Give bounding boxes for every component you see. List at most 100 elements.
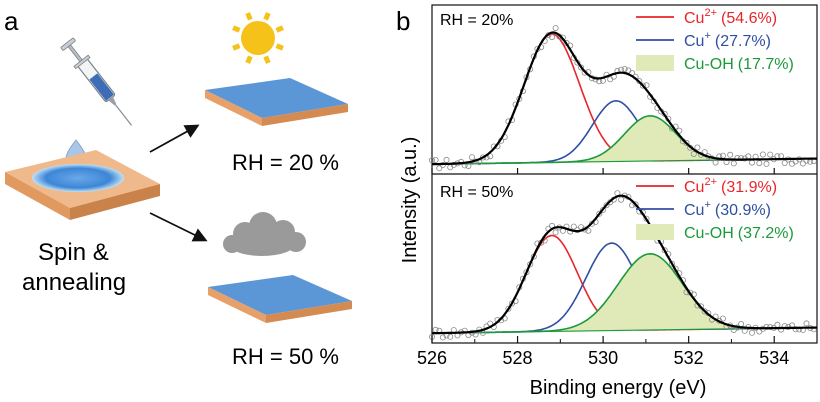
data-point <box>730 160 737 167</box>
sun-ray <box>245 12 253 21</box>
data-point <box>465 162 472 169</box>
data-point <box>570 223 577 230</box>
data-point <box>629 202 636 209</box>
data-point <box>690 150 697 157</box>
x-tick-label: 534 <box>759 348 789 368</box>
data-point <box>599 206 606 213</box>
legend-entry: Cu+ (30.9%) <box>684 199 771 219</box>
data-point <box>618 196 625 203</box>
precursor-puddle <box>32 164 124 192</box>
x-tick-label: 526 <box>417 348 447 368</box>
legend-entry: Cu+ (27.7%) <box>684 30 771 50</box>
data-point <box>803 320 810 327</box>
y-axis-label: Intensity (a.u.) <box>399 137 421 264</box>
data-point <box>763 323 770 330</box>
data-point <box>552 25 559 32</box>
x-tick-label: 530 <box>588 348 618 368</box>
data-point <box>701 308 708 315</box>
legend-entry: Cu-OH (37.2%) <box>684 225 794 242</box>
data-point <box>578 64 585 71</box>
data-point <box>621 66 628 73</box>
subplot-rh50 <box>428 190 818 341</box>
data-point <box>727 151 734 158</box>
legend-entry: Cu-OH (17.7%) <box>684 56 794 73</box>
legend-swatch <box>636 55 674 71</box>
legend-entry: Cu2+ (31.9%) <box>684 176 777 196</box>
x-axis-label: Binding energy (eV) <box>530 377 707 399</box>
subplot-rh20 <box>428 25 818 172</box>
sun-ray <box>232 25 241 33</box>
data-point <box>683 139 690 146</box>
data-point <box>607 76 614 83</box>
data-point <box>450 161 457 168</box>
peak-fill-cu-oh <box>432 253 817 334</box>
legend-swatch <box>636 224 674 240</box>
data-point <box>443 156 450 163</box>
film-rh20 <box>205 78 348 126</box>
data-point <box>468 154 475 161</box>
sun-ray <box>275 25 284 33</box>
x-axis-ticks: 526 528 530 532 534 <box>417 168 789 368</box>
data-point <box>439 334 446 341</box>
cloud-icon <box>223 212 306 256</box>
syringe-icon <box>60 37 133 126</box>
envelope-curve <box>432 194 818 335</box>
sun-ray <box>263 12 271 21</box>
sub-title-rh50: RH = 50% <box>440 184 513 201</box>
data-point <box>432 156 439 163</box>
data-point <box>596 210 603 217</box>
legends: Cu2+ (54.6%) Cu+ (27.7%) Cu-OH (17.7%) Cu2+ (31… <box>636 7 794 242</box>
data-point <box>479 154 486 161</box>
sun-ray <box>263 55 271 64</box>
peak-fill-cu-oh <box>432 115 817 165</box>
sun-ray <box>232 43 241 51</box>
data-point <box>639 82 646 89</box>
panel-a: a Spin & annealing <box>4 6 352 369</box>
data-point <box>767 151 774 158</box>
panel-b: b Intensity (a.u.) 526 528 530 532 534 RH = … <box>396 4 818 399</box>
film-rh50 <box>208 275 352 323</box>
data-point <box>585 227 592 234</box>
data-point <box>719 315 726 322</box>
data-point <box>436 165 443 172</box>
data-point <box>669 260 676 267</box>
panel-a-label: a <box>4 6 19 36</box>
data-point <box>799 160 806 167</box>
data-point <box>792 326 799 333</box>
data-point <box>603 202 610 209</box>
arrow-up <box>149 124 200 153</box>
x-tick-label: 532 <box>674 348 704 368</box>
arrow-down <box>149 212 208 242</box>
legend-entry: Cu2+ (54.6%) <box>684 7 777 27</box>
data-point <box>505 305 512 312</box>
data-point <box>694 144 701 151</box>
process-label-line2: annealing <box>22 269 126 296</box>
sun-ray <box>275 43 284 51</box>
sub-title-rh20: RH = 20% <box>440 12 513 29</box>
data-point <box>632 201 639 208</box>
data-point <box>749 159 756 166</box>
data-point <box>428 157 435 164</box>
sun-ray <box>245 55 253 64</box>
panel-b-label: b <box>396 6 410 36</box>
data-point <box>756 160 763 167</box>
envelope-curve <box>431 31 818 166</box>
condition-rh20: RH = 20 % <box>232 150 339 175</box>
data-point <box>774 321 781 328</box>
xps-plot: 526 528 530 532 534 <box>417 4 818 368</box>
process-label-line1: Spin & <box>38 239 109 266</box>
substrate-spin <box>5 150 160 220</box>
data-point <box>712 159 719 166</box>
data-point <box>781 159 788 166</box>
data-point <box>763 160 770 167</box>
condition-rh50: RH = 50 % <box>232 344 339 369</box>
data-point <box>549 34 556 41</box>
data-point <box>749 329 756 336</box>
data-point <box>719 152 726 159</box>
sun-icon <box>232 12 284 64</box>
data-point <box>759 151 766 158</box>
data-point <box>447 333 454 340</box>
data-point <box>756 328 763 335</box>
